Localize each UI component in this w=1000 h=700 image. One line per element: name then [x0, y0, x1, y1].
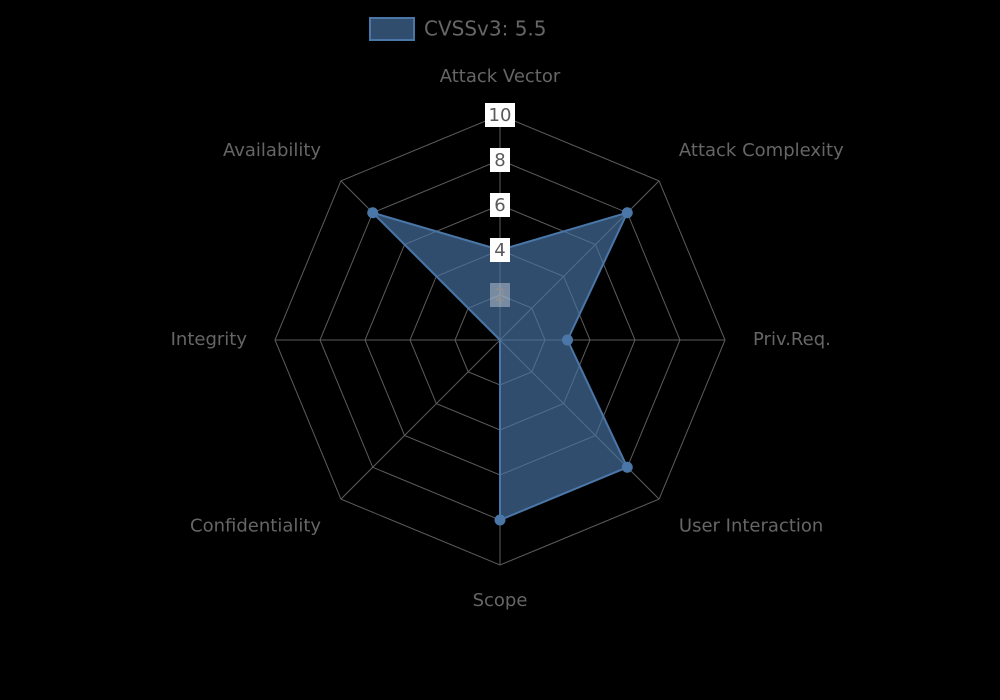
axis-label: User Interaction: [679, 516, 823, 537]
axis-label: Availability: [223, 140, 321, 161]
series-point: [622, 208, 632, 218]
tick-label: 10: [489, 105, 512, 126]
axis-label: Priv.Req.: [753, 329, 831, 350]
series-point: [368, 208, 378, 218]
legend-label: CVSSv3: 5.5: [424, 17, 547, 41]
axis-label: Scope: [473, 590, 528, 611]
axis-label: Attack Complexity: [679, 140, 844, 161]
series-point: [495, 515, 505, 525]
tick-label: 4: [494, 240, 505, 261]
tick-label: 8: [494, 150, 505, 171]
tick-label: 6: [494, 195, 505, 216]
radar-spoke: [341, 340, 500, 499]
axis-label: Integrity: [171, 329, 248, 350]
axis-label: Confidentiality: [190, 516, 321, 537]
series-point: [563, 335, 573, 345]
tick-label: 2: [494, 285, 505, 306]
series-point: [622, 462, 632, 472]
legend-swatch: [370, 18, 414, 40]
axis-label: Attack Vector: [440, 66, 561, 87]
cvss-radar-chart: 2 4 6 8 10 Attack Vector Attack Complexity Priv…: [0, 0, 1000, 700]
